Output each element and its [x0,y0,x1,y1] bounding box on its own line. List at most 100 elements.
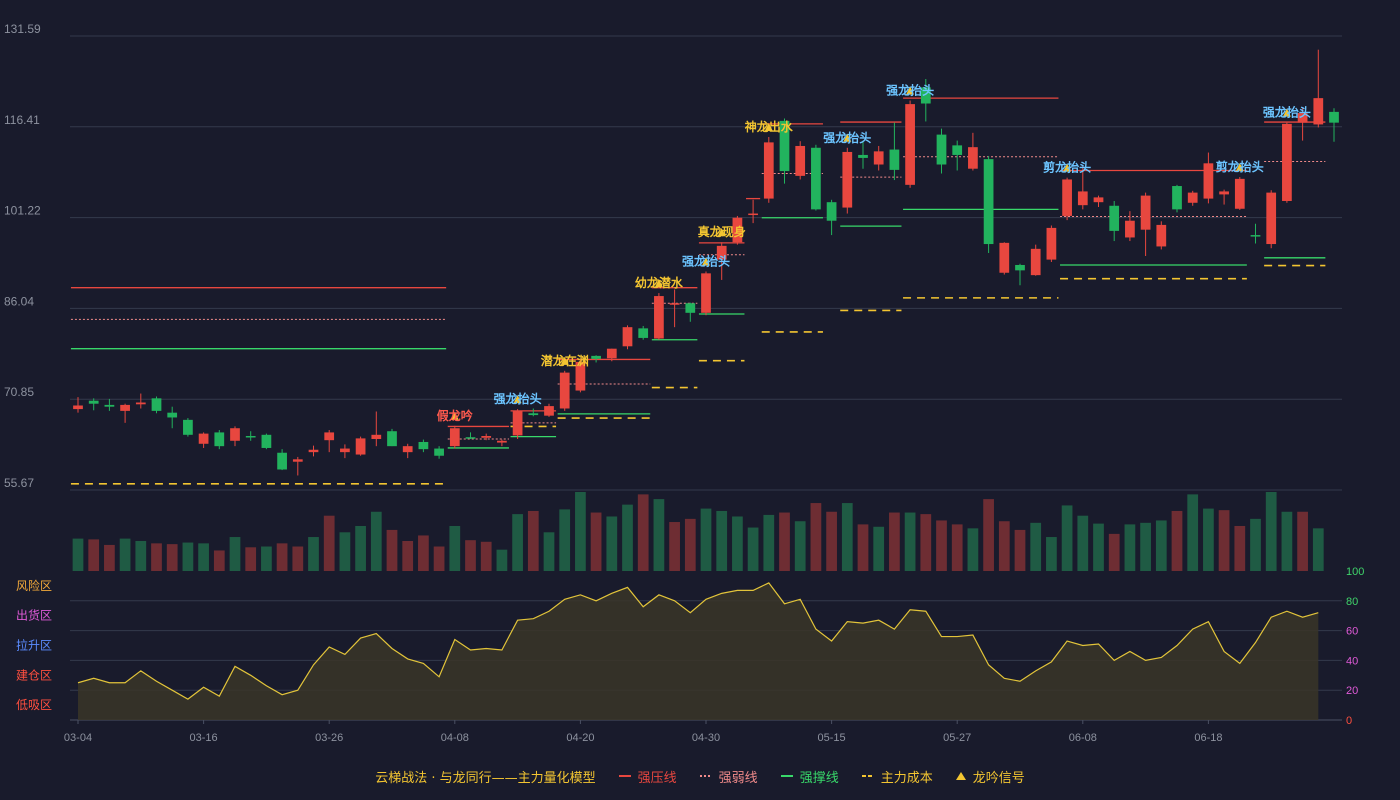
volume-bar [920,514,932,571]
volume-bar [732,516,743,571]
volume-bar [904,512,916,571]
price-tick-label: 116.41 [4,113,40,127]
volume-bar [276,543,288,571]
volume-bar [449,525,461,571]
legend-item-strong: 强压线 [618,767,677,786]
signal-triangle [717,228,726,237]
candle-body [418,441,429,450]
indicator-area [78,582,1319,720]
volume-bar [308,537,319,571]
candle-body [1046,227,1057,260]
candle-body [230,428,240,441]
x-tick-label: 03-16 [190,732,218,744]
x-tick-label: 04-08 [441,732,469,744]
candle-body [1234,178,1245,209]
candle-body [763,142,774,199]
candle-body [135,402,146,405]
candle-body [1297,113,1308,123]
volume-bar [245,547,257,571]
volume-bar [418,535,429,571]
candle-body [449,428,460,447]
candle-body [811,147,821,210]
volume-bar [119,538,131,571]
candle-body [779,120,790,172]
candle-body [1015,264,1025,271]
signal-triangle [764,123,773,132]
volume-bar [967,528,979,571]
signal-triangle [906,86,915,95]
legend-label-support: 强撑线 [799,770,839,786]
volume-bar [873,526,885,571]
candle-body [685,303,696,313]
volume-bar [339,532,351,571]
legend-label-weak: 强弱线 [718,770,758,786]
x-tick-label: 05-15 [818,732,846,744]
signal-label: 假龙吟 [437,408,473,423]
x-tick-label: 03-04 [64,732,92,744]
zone-label: 建仓区 [16,668,52,682]
volume-bar [1061,505,1073,571]
volume-bar [527,510,539,571]
x-tick-label: 03-26 [315,732,343,744]
candle-body [528,413,539,416]
volume-bar [1077,515,1089,571]
volume-bar [72,538,84,571]
zone-label: 出货区 [16,608,52,623]
volume-bar [606,516,618,571]
candle-body [355,438,366,455]
candle-body [622,327,633,347]
candle-body [1203,163,1214,199]
candle-body [701,273,711,313]
candle-body [983,159,994,245]
volume-bar [575,492,586,571]
candles-layer [73,49,1339,476]
candle-body [873,151,884,165]
candle-body [1187,192,1198,203]
candle-body [1156,224,1167,247]
volume-bar [543,532,555,571]
candle-body [826,202,837,221]
volume-bar [323,515,335,571]
candle-body [1077,191,1088,206]
volume-bar [716,510,728,571]
candle-body [858,154,868,158]
price-tick-label: 131.59 [4,22,41,36]
candle-body [952,145,963,155]
candle-body [920,87,931,104]
candle-body [748,213,758,216]
volume-bar [763,514,775,571]
candle-body [1282,123,1292,201]
volume-bar [936,520,947,571]
candle-body [151,398,162,411]
x-tick-label: 04-30 [692,732,720,744]
volume-bar [779,512,790,571]
volume-bar [151,543,162,571]
volume-bar [1297,511,1308,571]
volume-bar [669,522,680,571]
volume-bar [198,543,209,571]
legend-label-cost: 主力成本 [880,770,933,786]
x-tick-label: 06-08 [1069,732,1097,744]
candle-body [497,440,507,443]
candle-body [324,432,335,441]
volume-bar [810,503,822,571]
volume-bar [637,494,649,571]
volume-bar [1234,525,1246,571]
signal-triangle [1235,163,1244,172]
candle-body [371,434,382,439]
candle-body [340,448,350,453]
indicator-tick-label: 40 [1346,655,1358,667]
volume-bar [889,512,900,571]
candle-body [638,328,649,338]
volume-bar [1312,528,1324,571]
legend-item-signal: 龙吟信号 [955,767,1025,786]
candle-body [842,151,853,208]
volume-bar [512,514,523,571]
volume-bar [386,529,398,571]
volume-layer [72,492,1324,571]
volume-bar [1218,510,1230,571]
indicator-tick-label: 0 [1346,715,1352,727]
signal-triangle [560,356,569,365]
candle-body [198,433,209,444]
candle-body [308,449,319,453]
